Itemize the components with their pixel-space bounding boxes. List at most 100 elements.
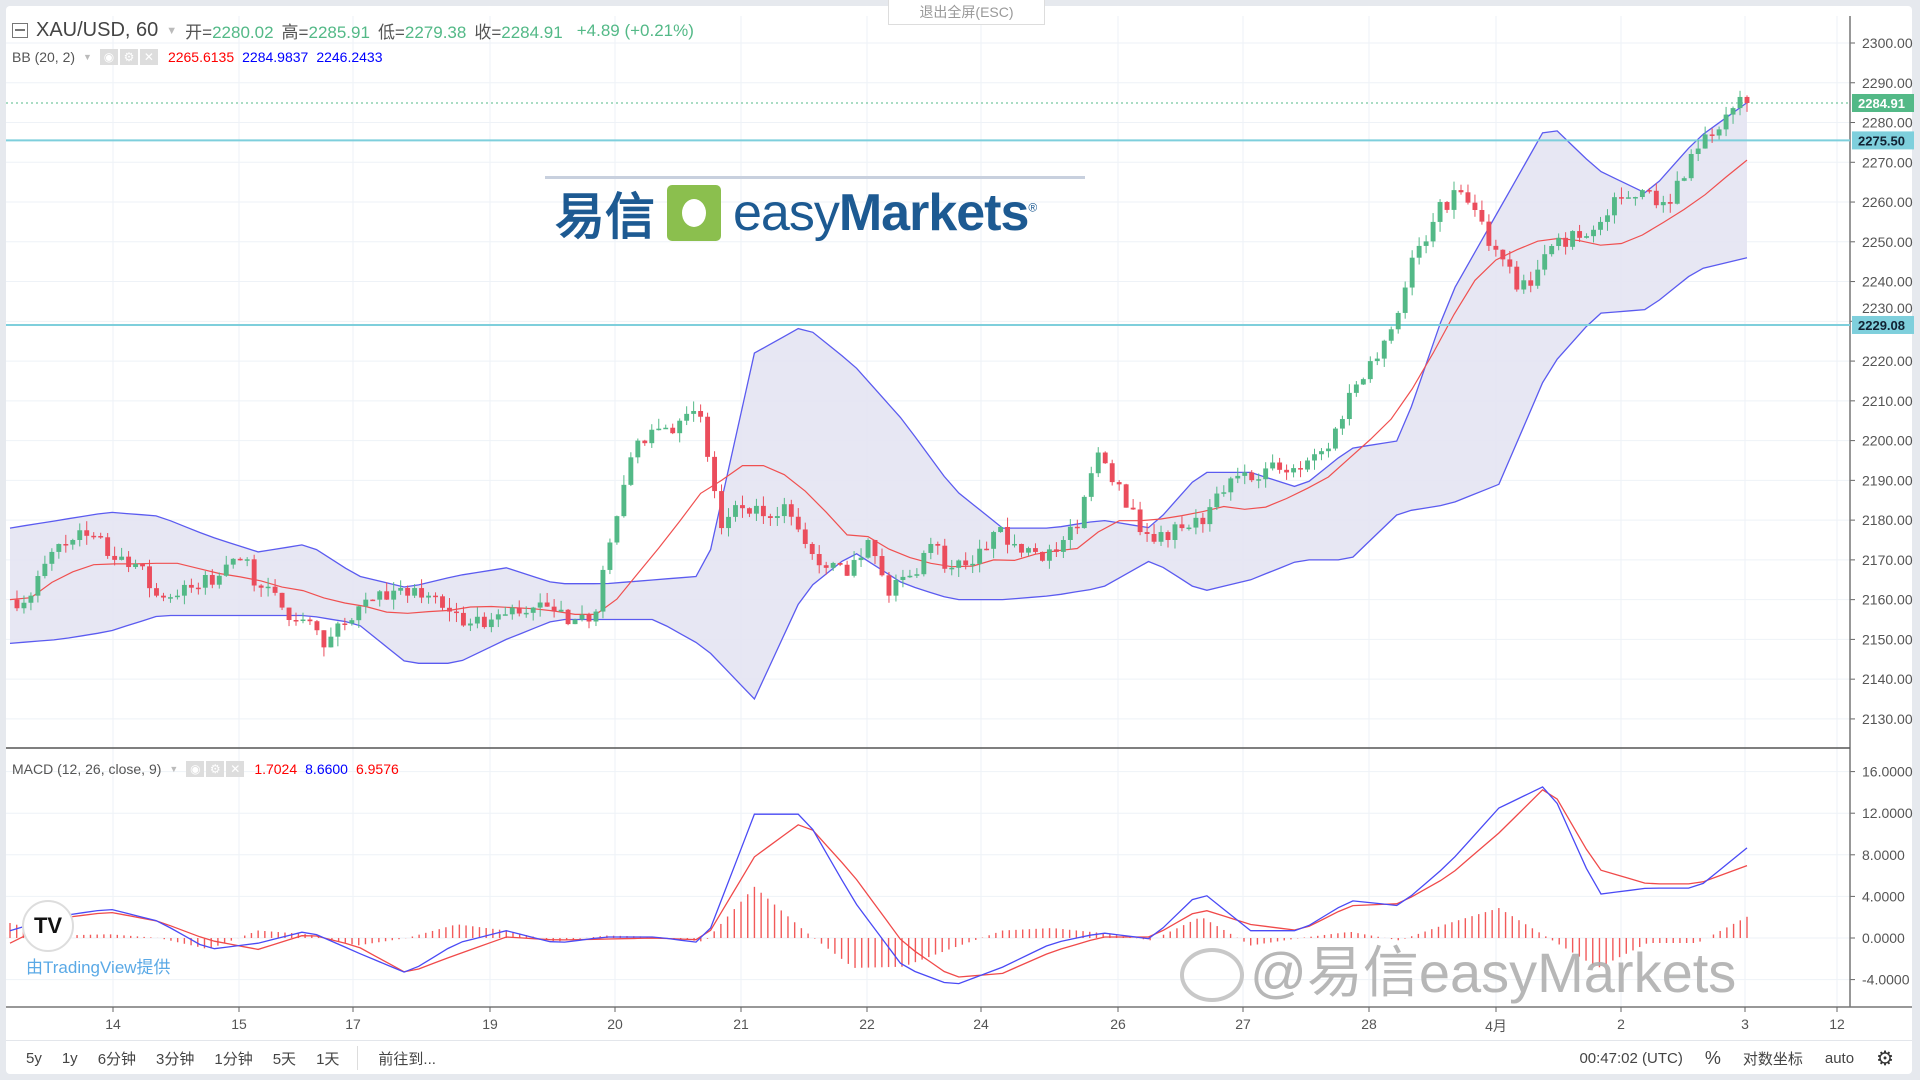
range-1min[interactable]: 1分钟 [214,1050,253,1068]
candle-body [1353,384,1359,393]
candle-body [1367,361,1373,380]
candle-body [70,540,76,545]
candle [516,600,522,617]
candle-body [1681,178,1687,181]
range-5y[interactable]: 5y [26,1049,42,1067]
eye-icon[interactable]: ◉ [99,49,118,65]
candle [133,559,139,569]
candle [1716,126,1722,140]
gear-icon[interactable]: ⚙ [206,761,225,777]
candle-body [433,595,438,598]
goto-date-button[interactable]: 前往到... [378,1050,436,1068]
range-1d[interactable]: 1天 [316,1050,340,1068]
gear-icon[interactable]: ⚙ [119,49,138,65]
candle [907,569,913,578]
candle [1730,106,1736,124]
candle [98,532,104,539]
candle [1702,126,1708,149]
candle-body [1060,539,1066,552]
candle [335,621,341,647]
macd-name[interactable]: MACD (12, 26, close, 9) [12,760,162,777]
candle [251,554,257,592]
chevron-down-icon[interactable]: ▼ [83,51,92,62]
candle-body [251,559,257,586]
collapse-icon[interactable] [12,23,28,38]
divider [357,1046,359,1070]
candle-body [460,612,466,626]
candle-body [300,619,306,622]
candle [433,592,438,604]
range-3min[interactable]: 3分钟 [156,1050,195,1068]
price-tick-label: 2150.00 [1862,631,1913,647]
close-icon[interactable]: ✕ [226,761,245,777]
symbol-name[interactable]: XAU/USD, 60 [36,19,159,41]
eye-icon[interactable]: ◉ [186,761,205,777]
candle-body [370,599,376,602]
low-label: 低= [377,23,405,42]
candle-body [558,609,564,612]
candle [1312,448,1317,470]
open-value: 2280.02 [212,23,274,42]
close-icon[interactable]: ✕ [139,49,158,65]
range-1y[interactable]: 1y [61,1049,78,1067]
candle-body [1632,197,1638,199]
candle-body [1067,526,1073,540]
percent-toggle[interactable]: % [1704,1047,1721,1068]
candle [119,547,125,561]
candle-body [1200,517,1206,525]
chevron-down-icon[interactable]: ▼ [169,763,179,774]
tradingview-logo[interactable]: TV [22,900,74,952]
candle [649,424,655,448]
candle-body [1695,148,1701,154]
candle-body [809,543,815,555]
exit-fullscreen-button[interactable]: 退出全屏(ESC) [888,0,1045,25]
candle [977,539,983,573]
hline-price-label-bg [1852,131,1914,150]
macd-tick-label: -4.0000 [1862,972,1910,988]
log-scale-toggle[interactable]: 对数坐标 [1742,1050,1803,1068]
settings-gear-icon[interactable]: ⚙ [1876,1047,1894,1070]
time-tick-label: 19 [482,1016,498,1032]
candle-body [293,619,299,622]
candle-body [1402,287,1408,313]
candle [586,612,592,629]
range-5d[interactable]: 5天 [272,1050,297,1068]
price-tick-label: 2180.00 [1862,512,1913,528]
candle-body [1298,468,1303,470]
candle-body [1702,134,1708,149]
candle [112,546,118,566]
candle-body [956,560,962,568]
candle-body [1639,190,1645,198]
candle [726,508,731,537]
candle-body [1256,479,1262,481]
candle [1612,192,1617,224]
candle [342,617,348,631]
candle-body [565,609,571,625]
candle-body [77,530,83,540]
candle [258,584,264,597]
candle [1535,259,1541,289]
range-6min[interactable]: 6分钟 [97,1050,137,1068]
candle [928,537,934,560]
candle-body [481,616,487,628]
candle [1151,524,1157,544]
candle [579,605,585,622]
candle-body [747,508,752,514]
chevron-down-icon[interactable]: ▼ [166,24,178,37]
candle-body [328,636,334,648]
candle-body [537,602,543,608]
auto-scale-toggle[interactable]: auto [1824,1049,1855,1067]
candle [1625,191,1631,199]
candle [935,541,941,555]
bb-name[interactable]: BB (20, 2) [12,48,76,65]
candle [147,559,152,598]
tradingview-credit[interactable]: 由TradingView提供 [26,958,171,977]
candle-body [1312,454,1317,461]
time-tick-label: 3 [1741,1016,1749,1032]
candle-body [1507,259,1513,267]
candle [1291,464,1297,478]
utc-time[interactable]: 00:47:02 (UTC) [1579,1049,1683,1067]
candle-body [188,584,194,588]
candle-body [1388,329,1394,341]
